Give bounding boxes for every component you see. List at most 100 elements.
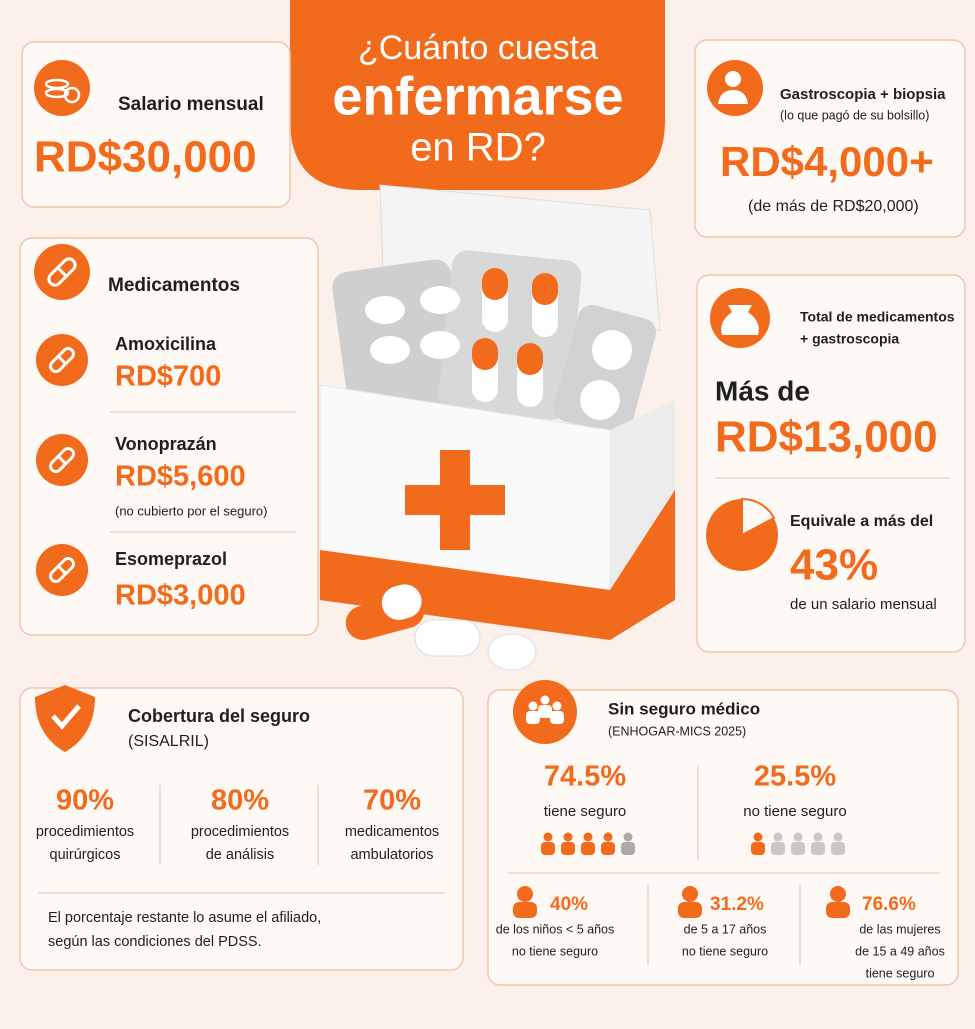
text: 31.2% <box>710 894 764 915</box>
capsule <box>381 584 422 620</box>
text: RD$3,000 <box>115 580 246 612</box>
text: quirúrgicos <box>50 847 121 863</box>
text: de un salario mensual <box>790 596 937 613</box>
text: Salario mensual <box>118 94 264 115</box>
text: (lo que pagó de su bolsillo) <box>780 108 929 122</box>
text: RD$4,000+ <box>720 138 934 185</box>
text: según las condiciones del PDSS. <box>48 934 262 950</box>
person-icon <box>601 842 615 855</box>
shield-icon <box>35 685 95 752</box>
capsule <box>532 273 558 305</box>
text: (de más de RD$20,000) <box>748 198 919 215</box>
person-icon <box>538 705 552 718</box>
pill-icon <box>57 565 67 575</box>
person-icon <box>550 711 564 724</box>
text: Medicamentos <box>108 275 240 296</box>
bag-icon <box>721 305 759 335</box>
pill <box>420 286 460 314</box>
capsule <box>482 268 508 300</box>
person-icon <box>793 832 803 842</box>
text: Más de <box>715 375 810 406</box>
text: 74.5% <box>544 761 626 793</box>
person-icon <box>603 832 613 842</box>
text: 70% <box>363 785 421 817</box>
capsule <box>517 343 543 375</box>
text: Vonoprazán <box>115 434 217 454</box>
text: 90% <box>56 785 114 817</box>
title: ¿Cuánto cuesta <box>358 29 598 67</box>
text: (ENHOGAR-MICS 2025) <box>608 724 746 738</box>
doctor-icon <box>718 90 748 104</box>
text: tiene seguro <box>866 966 935 980</box>
text: no tiene seguro <box>682 944 768 958</box>
person-icon <box>833 832 843 842</box>
text: Cobertura del seguro <box>128 706 310 726</box>
person-icon <box>773 832 783 842</box>
pill-icon <box>57 355 67 365</box>
doctor-icon <box>725 71 741 87</box>
text: tiene seguro <box>544 803 627 820</box>
text: Esomeprazol <box>115 549 227 569</box>
text: no tiene seguro <box>512 944 598 958</box>
text: medicamentos <box>345 824 439 840</box>
text: El porcentaje restante lo asume el afili… <box>48 910 321 926</box>
text: (no cubierto por el seguro) <box>115 503 267 518</box>
coins-icon <box>63 86 81 104</box>
icon-circle <box>707 60 763 116</box>
title-banner <box>290 0 665 190</box>
text: RD$30,000 <box>34 133 257 182</box>
card <box>19 687 464 971</box>
text: de 5 a 17 años <box>684 922 767 936</box>
box-stripe <box>320 550 610 640</box>
person-icon <box>513 902 537 918</box>
pill-icon <box>57 455 67 465</box>
shield-icon <box>51 704 81 730</box>
person-icon <box>771 842 785 855</box>
text: RD$700 <box>115 361 221 393</box>
person-icon <box>623 832 633 842</box>
text: ambulatorios <box>350 847 433 863</box>
title: en RD? <box>410 126 546 170</box>
person-icon <box>751 842 765 855</box>
person-icon <box>528 701 538 711</box>
text: 43% <box>790 541 878 590</box>
text: Equivale a más del <box>790 513 933 530</box>
text: procedimientos <box>36 824 134 840</box>
person-icon <box>540 695 550 705</box>
pill <box>365 296 405 324</box>
text: de 15 a 49 años <box>855 944 945 958</box>
text: de análisis <box>206 847 275 863</box>
text: procedimientos <box>191 824 289 840</box>
pill <box>580 380 620 420</box>
person-icon <box>791 842 805 855</box>
person-icon <box>517 886 533 902</box>
person-icon <box>811 842 825 855</box>
pill <box>420 331 460 359</box>
capsule <box>472 338 498 370</box>
person-icon <box>561 842 575 855</box>
title: enfermarse <box>332 66 623 126</box>
text: de los niños < 5 años <box>496 922 615 936</box>
person-icon <box>526 711 540 724</box>
text: RD$13,000 <box>715 413 938 462</box>
text: RD$5,600 <box>115 461 246 493</box>
person-icon <box>581 842 595 855</box>
person-icon <box>563 832 573 842</box>
person-icon <box>830 886 846 902</box>
person-icon <box>831 842 845 855</box>
text: 25.5% <box>754 761 836 793</box>
person-icon <box>813 832 823 842</box>
pill <box>487 633 537 671</box>
text: de las mujeres <box>859 922 940 936</box>
text: Gastroscopia + biopsia <box>780 86 946 103</box>
person-icon <box>552 701 562 711</box>
person-icon <box>678 902 702 918</box>
coins-icon <box>44 87 70 99</box>
text: no tiene seguro <box>743 803 846 820</box>
person-icon <box>583 832 593 842</box>
person-icon <box>541 842 555 855</box>
person-icon <box>826 902 850 918</box>
pill <box>370 336 410 364</box>
person-icon <box>543 832 553 842</box>
